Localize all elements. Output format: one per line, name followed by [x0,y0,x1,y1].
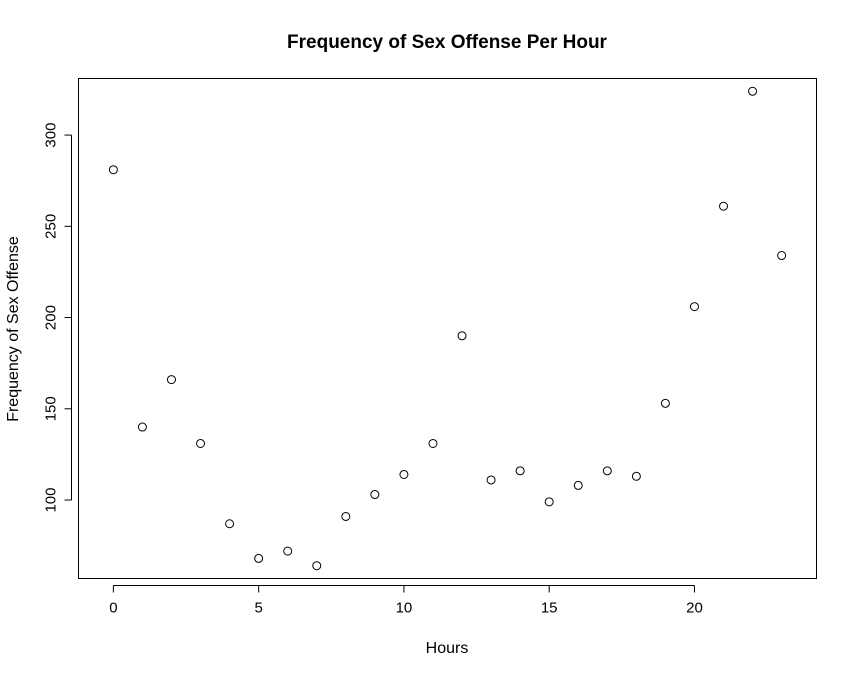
data-point [254,553,264,563]
data-point [399,469,409,479]
data-point [573,480,583,490]
data-point [777,251,787,261]
data-point [283,546,293,556]
data-point [544,497,554,507]
x-tick-label: 20 [686,600,703,617]
y-tick-label: 300 [43,123,60,148]
data-point [719,201,729,211]
data-point [312,561,322,571]
data-point [486,475,496,485]
x-tick-label: 15 [541,600,558,617]
data-point [108,165,118,175]
y-tick-label: 100 [43,488,60,513]
x-tick-label: 10 [396,600,413,617]
data-point [166,375,176,385]
data-point [457,331,467,341]
y-tick-label: 200 [43,305,60,330]
plot-frame [78,78,817,579]
data-point [748,86,758,96]
y-axis-label: Frequency of Sex Offense [5,236,22,422]
chart-title: Frequency of Sex Offense Per Hour [287,32,608,53]
data-point [660,398,670,408]
data-point [137,422,147,432]
data-point [225,519,235,529]
data-point [196,438,206,448]
data-point [631,471,641,481]
x-tick-label: 5 [254,600,262,617]
x-axis-label: Hours [426,640,469,657]
data-point [428,438,438,448]
data-point [515,466,525,476]
data-points [108,86,787,571]
x-tick-label: 0 [109,600,117,617]
data-point [341,511,351,521]
y-tick-label: 150 [43,396,60,421]
x-axis: 0 5 10 15 20 [109,585,703,617]
y-axis: 100 150 200 250 300 [43,123,72,513]
data-point [689,302,699,312]
data-point [602,466,612,476]
data-point [370,490,380,500]
y-tick-label: 250 [43,214,60,239]
